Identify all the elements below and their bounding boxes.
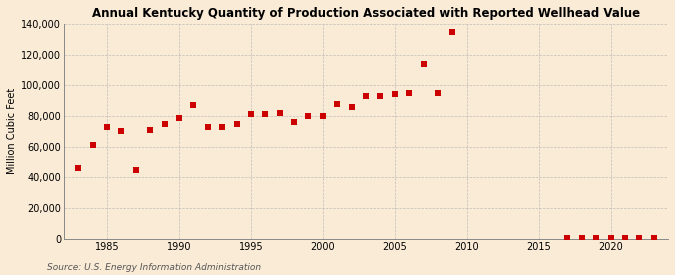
Point	[274, 111, 285, 115]
Point	[202, 125, 213, 129]
Point	[289, 120, 300, 124]
Point	[418, 62, 429, 66]
Point	[246, 112, 256, 117]
Point	[648, 236, 659, 240]
Point	[130, 167, 141, 172]
Point	[433, 91, 443, 95]
Point	[562, 235, 573, 240]
Point	[145, 128, 156, 132]
Point	[576, 235, 587, 240]
Text: Source: U.S. Energy Information Administration: Source: U.S. Energy Information Administ…	[47, 263, 261, 272]
Point	[605, 236, 616, 240]
Point	[231, 122, 242, 126]
Point	[217, 125, 227, 129]
Point	[591, 235, 601, 240]
Point	[332, 101, 343, 106]
Point	[102, 125, 113, 129]
Point	[73, 166, 84, 170]
Point	[360, 94, 371, 98]
Point	[173, 115, 184, 120]
Point	[375, 94, 385, 98]
Point	[87, 143, 98, 147]
Point	[404, 91, 414, 95]
Point	[303, 114, 314, 118]
Title: Annual Kentucky Quantity of Production Associated with Reported Wellhead Value: Annual Kentucky Quantity of Production A…	[92, 7, 640, 20]
Point	[346, 104, 357, 109]
Point	[620, 235, 630, 240]
Point	[317, 114, 328, 118]
Y-axis label: Million Cubic Feet: Million Cubic Feet	[7, 88, 17, 174]
Point	[116, 129, 127, 134]
Point	[260, 112, 271, 117]
Point	[447, 29, 458, 34]
Point	[159, 122, 170, 126]
Point	[389, 92, 400, 97]
Point	[634, 236, 645, 240]
Point	[188, 103, 198, 108]
